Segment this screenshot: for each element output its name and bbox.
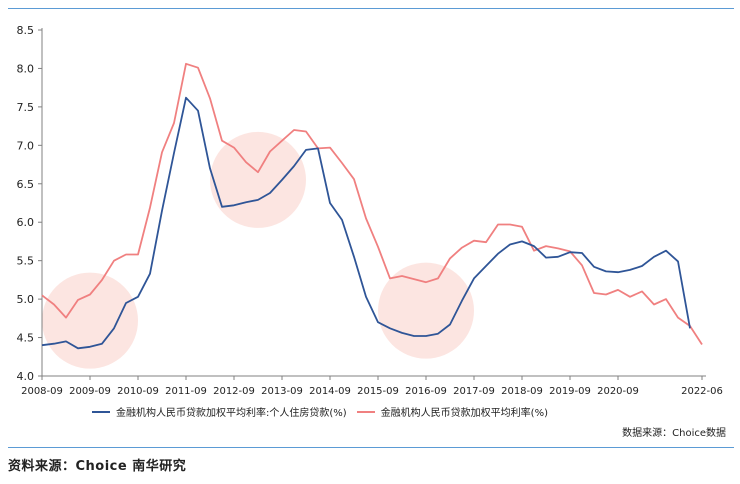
y-tick-label-7: 7.5 (17, 101, 35, 114)
highlight-circle-1 (42, 272, 138, 369)
x-tick-label-4: 2012-09 (213, 386, 255, 397)
x-tick-label-8: 2016-09 (405, 386, 447, 397)
x-tick-label-7: 2015-09 (357, 386, 399, 397)
legend-item-mortgage: 金融机构人民币贷款加权平均利率:个人住房贷款(%) (92, 404, 347, 419)
y-tick-label-6: 7.0 (17, 139, 35, 152)
bottom-rule (8, 447, 734, 448)
x-tick-label-12: 2020-09 (597, 386, 639, 397)
source-caption: 资料来源：Choice 南华研究 (8, 459, 187, 474)
x-tick-label-3: 2011-09 (165, 386, 207, 397)
series-line-1 (41, 96, 691, 350)
x-tick-label-2: 2010-09 (117, 386, 159, 397)
chart-axes: 4.0 4.5 5.0 5.5 6.0 6.5 7.0 7.5 8.0 8.5 2008-09 200… (17, 24, 723, 397)
y-tick-label-4: 6.0 (17, 216, 35, 229)
x-tick-label-9: 2017-09 (453, 386, 495, 397)
x-tick-label-6: 2014-09 (309, 386, 351, 397)
y-tick-label-0: 4.0 (17, 370, 35, 383)
series-lines (41, 62, 703, 350)
x-tick-label-13: 2022-06 (681, 386, 723, 397)
legend-label-mortgage: 金融机构人民币贷款加权平均利率:个人住房贷款(%) (116, 408, 347, 419)
y-tick-label-8: 8.0 (17, 62, 35, 75)
y-tick-label-3: 5.5 (17, 255, 35, 268)
legend-label-loan: 金融机构人民币贷款加权平均利率(%) (380, 408, 548, 419)
legend-swatch-loan (356, 410, 375, 413)
x-tick-label-1: 2009-09 (69, 386, 111, 397)
highlight-circles (42, 131, 474, 369)
highlight-circle-2 (210, 131, 306, 228)
line-chart: 4.0 4.5 5.0 5.5 6.0 6.5 7.0 7.5 8.0 8.5 2008-09 200… (17, 24, 723, 397)
y-tick-label-2: 5.0 (17, 293, 35, 306)
x-tick-label-10: 2018-09 (501, 386, 543, 397)
y-tick-label-1: 4.5 (17, 332, 35, 345)
legend: 金融机构人民币贷款加权平均利率:个人住房贷款(%) 金融机构人民币贷款加权平均利… (92, 404, 548, 419)
x-tick-label-5: 2013-09 (261, 386, 303, 397)
legend-swatch-mortgage (92, 410, 110, 413)
data-source-note: 数据来源：Choice数据 (622, 428, 726, 439)
y-tick-label-5: 6.5 (17, 178, 35, 191)
highlight-circle-3 (378, 262, 474, 359)
legend-item-loan: 金融机构人民币贷款加权平均利率(%) (356, 404, 548, 419)
x-tick-label-11: 2019-09 (549, 386, 591, 397)
top-rule (8, 8, 734, 9)
x-tick-label-0: 2008-09 (21, 386, 63, 397)
y-tick-label-9: 8.5 (17, 24, 35, 37)
series-line-2 (41, 62, 703, 345)
